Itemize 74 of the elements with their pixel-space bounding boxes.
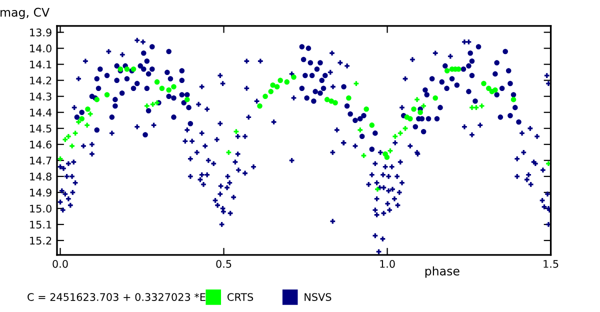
point bbox=[274, 84, 280, 90]
point bbox=[72, 130, 79, 136]
point bbox=[346, 95, 352, 101]
y-tick-label: 15.2 bbox=[30, 236, 52, 245]
y-tick-label: 14.2 bbox=[30, 76, 52, 84]
point bbox=[284, 79, 290, 85]
point bbox=[545, 160, 551, 167]
point bbox=[171, 84, 176, 90]
point bbox=[414, 96, 420, 103]
point bbox=[352, 80, 360, 87]
point bbox=[510, 96, 516, 102]
point bbox=[154, 79, 160, 85]
point bbox=[369, 122, 375, 128]
point bbox=[418, 110, 423, 116]
point bbox=[356, 126, 364, 134]
point bbox=[384, 154, 390, 160]
point bbox=[364, 106, 369, 112]
point bbox=[270, 82, 276, 88]
y-tick-label: 14.4 bbox=[30, 108, 52, 116]
point bbox=[184, 96, 190, 102]
point bbox=[444, 68, 450, 74]
point bbox=[486, 86, 492, 91]
x-tick-label: 0.0 bbox=[52, 260, 68, 268]
point bbox=[360, 152, 368, 159]
y-tick-label: 14.5 bbox=[30, 124, 52, 132]
point bbox=[408, 116, 413, 122]
point bbox=[278, 78, 283, 83]
point bbox=[124, 66, 130, 72]
point bbox=[468, 104, 476, 111]
y-tick-label: 15.1 bbox=[30, 220, 52, 229]
point bbox=[481, 80, 486, 86]
point bbox=[332, 100, 338, 106]
point bbox=[420, 102, 427, 110]
legend-label: CRTS bbox=[228, 293, 254, 301]
point bbox=[492, 87, 498, 93]
point bbox=[65, 133, 72, 140]
point bbox=[386, 148, 394, 154]
point bbox=[166, 87, 172, 93]
y-axis-title: mag, CV bbox=[0, 8, 50, 20]
point bbox=[85, 106, 90, 112]
y-tick-label: 14.8 bbox=[30, 172, 52, 181]
point bbox=[268, 88, 274, 94]
point bbox=[159, 86, 165, 91]
x-tick-label: 1.5 bbox=[544, 260, 558, 268]
point bbox=[87, 110, 94, 118]
point bbox=[257, 103, 262, 109]
point bbox=[225, 149, 232, 156]
point bbox=[154, 100, 160, 106]
x-tick-label: 0.5 bbox=[216, 260, 232, 268]
y-tick-label: 14.6 bbox=[30, 140, 52, 149]
y-tick-label: 14.1 bbox=[30, 60, 52, 68]
legend-label: NSVS bbox=[304, 293, 332, 301]
y-tick-label: 14.3 bbox=[30, 92, 52, 100]
x-tick-label: 1.0 bbox=[380, 260, 395, 268]
point bbox=[68, 142, 76, 150]
y-tick-label: 14.0 bbox=[30, 44, 52, 52]
point bbox=[232, 128, 240, 135]
point bbox=[57, 156, 64, 162]
point bbox=[75, 118, 82, 126]
point bbox=[374, 186, 381, 193]
text: C = 2451623.703 + 0.3327023 *E bbox=[28, 293, 206, 301]
y-tick-label: 14.9 bbox=[30, 188, 52, 197]
x-axis-title: phase bbox=[425, 266, 460, 278]
y-tick-label: 13.9 bbox=[30, 28, 52, 36]
y-tick-label: 14.7 bbox=[30, 156, 52, 164]
point bbox=[79, 116, 84, 122]
point bbox=[84, 122, 90, 128]
y-tick-label: 15.0 bbox=[30, 204, 52, 213]
point bbox=[291, 74, 296, 80]
point bbox=[411, 106, 416, 112]
point bbox=[262, 94, 268, 99]
point bbox=[432, 95, 438, 101]
point bbox=[62, 136, 68, 143]
point bbox=[104, 92, 110, 98]
